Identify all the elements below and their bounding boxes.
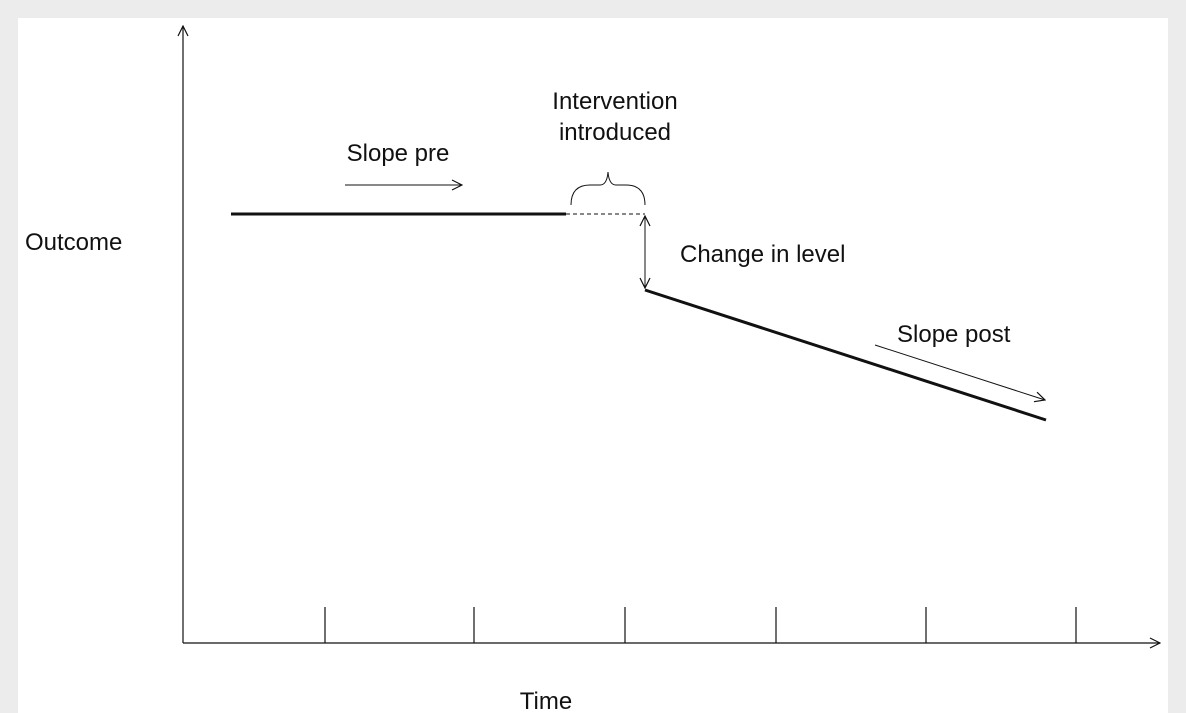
brace — [570, 171, 646, 206]
change-in-level-label: Change in level — [680, 241, 845, 268]
slope-post-label: Slope post — [897, 321, 1011, 348]
intervention-label: Intervention — [552, 88, 677, 115]
slope-post-arrow — [874, 344, 1045, 400]
slope-pre-label: Slope pre — [347, 140, 450, 167]
intervention-label: introduced — [559, 119, 671, 146]
post-trend — [644, 288, 1047, 422]
canvas — [18, 18, 1168, 713]
y-axis-label: Outcome — [25, 229, 122, 256]
x-axis-label: Time — [520, 688, 572, 713]
x-ticks — [324, 607, 1077, 643]
